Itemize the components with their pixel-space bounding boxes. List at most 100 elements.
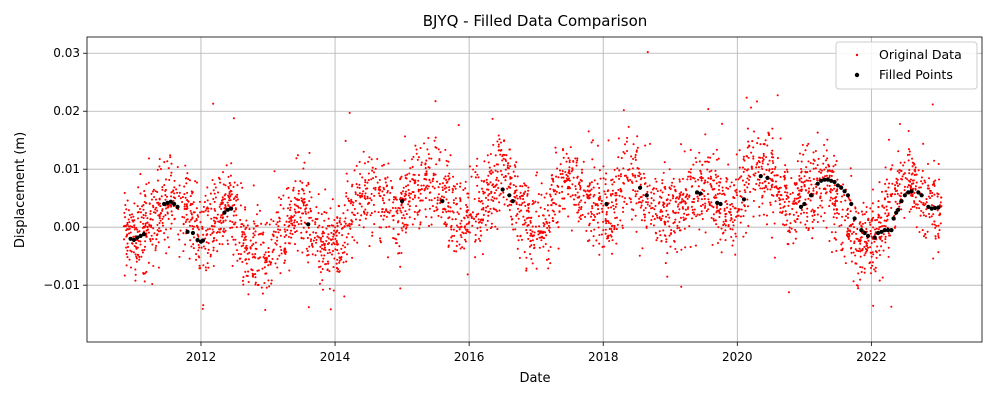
- original-data-point: [498, 201, 501, 204]
- original-data-point: [149, 212, 152, 215]
- original-data-point: [908, 210, 911, 213]
- original-data-point: [630, 162, 633, 165]
- original-data-point: [239, 257, 242, 260]
- original-data-point: [937, 235, 940, 238]
- original-data-point: [243, 236, 246, 239]
- original-data-point: [400, 227, 403, 230]
- original-data-point: [770, 193, 773, 197]
- original-data-point: [593, 193, 596, 196]
- original-data-point: [713, 187, 716, 190]
- original-data-point: [242, 283, 245, 286]
- original-data-point: [646, 51, 649, 54]
- original-data-point: [684, 208, 687, 211]
- original-data-point: [697, 197, 700, 200]
- original-data-point: [586, 240, 590, 243]
- original-data-point: [671, 209, 675, 213]
- original-data-point: [233, 203, 236, 206]
- original-data-point: [524, 184, 527, 187]
- original-data-point: [542, 221, 545, 225]
- original-data-point: [582, 194, 585, 197]
- original-data-point: [732, 224, 735, 227]
- original-data-point: [276, 228, 280, 231]
- original-data-point: [895, 181, 898, 184]
- original-data-point: [516, 235, 519, 238]
- original-data-point: [716, 192, 719, 196]
- original-data-point: [293, 208, 296, 211]
- original-data-point: [824, 159, 828, 162]
- original-data-point: [591, 139, 594, 142]
- original-data-point: [344, 217, 347, 220]
- original-data-point: [935, 224, 938, 227]
- original-data-point: [636, 146, 639, 149]
- original-data-point: [251, 269, 254, 272]
- original-data-point: [796, 187, 799, 190]
- original-data-point: [558, 169, 562, 172]
- original-data-point: [799, 189, 802, 192]
- original-data-point: [342, 212, 345, 215]
- original-data-point: [937, 251, 940, 254]
- original-data-point: [699, 176, 702, 179]
- original-data-point: [588, 222, 591, 225]
- original-data-point: [529, 220, 532, 223]
- original-data-point: [482, 180, 485, 183]
- original-data-point: [523, 223, 526, 226]
- original-data-point: [133, 202, 136, 205]
- original-data-point: [600, 207, 604, 210]
- original-data-point: [151, 282, 154, 286]
- original-data-point: [916, 203, 919, 206]
- original-data-point: [127, 228, 130, 231]
- original-data-point: [169, 154, 172, 157]
- original-data-point: [491, 183, 495, 186]
- original-data-point: [236, 184, 239, 187]
- original-data-point: [585, 229, 588, 232]
- original-data-point: [128, 258, 131, 261]
- original-data-point: [322, 248, 325, 251]
- original-data-point: [669, 199, 672, 202]
- original-data-point: [707, 177, 710, 180]
- original-data-point: [641, 247, 644, 250]
- original-data-point: [201, 225, 204, 228]
- original-data-point: [411, 165, 414, 168]
- original-data-point: [441, 186, 444, 189]
- original-data-point: [154, 190, 157, 193]
- original-data-point: [783, 184, 786, 187]
- original-data-point: [590, 210, 593, 213]
- original-data-point: [133, 228, 136, 231]
- original-data-point: [870, 255, 873, 258]
- original-data-point: [597, 226, 600, 229]
- original-data-point: [734, 253, 737, 256]
- original-data-point: [264, 261, 267, 264]
- original-data-point: [814, 149, 817, 153]
- original-data-point: [194, 180, 197, 183]
- original-data-point: [913, 205, 916, 208]
- original-data-point: [709, 175, 712, 178]
- original-data-point: [283, 228, 286, 231]
- original-data-point: [444, 221, 447, 224]
- filled-data-point: [694, 190, 700, 195]
- original-data-point: [513, 175, 517, 178]
- original-data-point: [403, 223, 406, 226]
- original-data-point: [527, 204, 530, 207]
- original-data-point: [578, 184, 582, 187]
- original-data-point: [247, 281, 250, 284]
- original-data-point: [265, 221, 268, 224]
- original-data-point: [779, 198, 782, 201]
- original-data-point: [834, 200, 837, 203]
- original-data-point: [239, 182, 243, 185]
- original-data-point: [520, 194, 523, 198]
- original-data-point: [843, 219, 847, 222]
- original-data-point: [401, 197, 404, 200]
- original-data-point: [626, 178, 629, 181]
- original-data-point: [143, 226, 146, 229]
- original-data-point: [590, 230, 593, 233]
- original-data-point: [308, 233, 312, 236]
- original-data-point: [913, 201, 916, 204]
- filled-data-point: [886, 227, 891, 233]
- original-data-point: [124, 225, 127, 228]
- original-data-point: [487, 183, 490, 186]
- original-data-point: [761, 167, 764, 170]
- original-data-point: [862, 201, 865, 204]
- original-data-point: [652, 199, 655, 202]
- original-data-point: [288, 203, 291, 206]
- original-data-point: [130, 216, 133, 219]
